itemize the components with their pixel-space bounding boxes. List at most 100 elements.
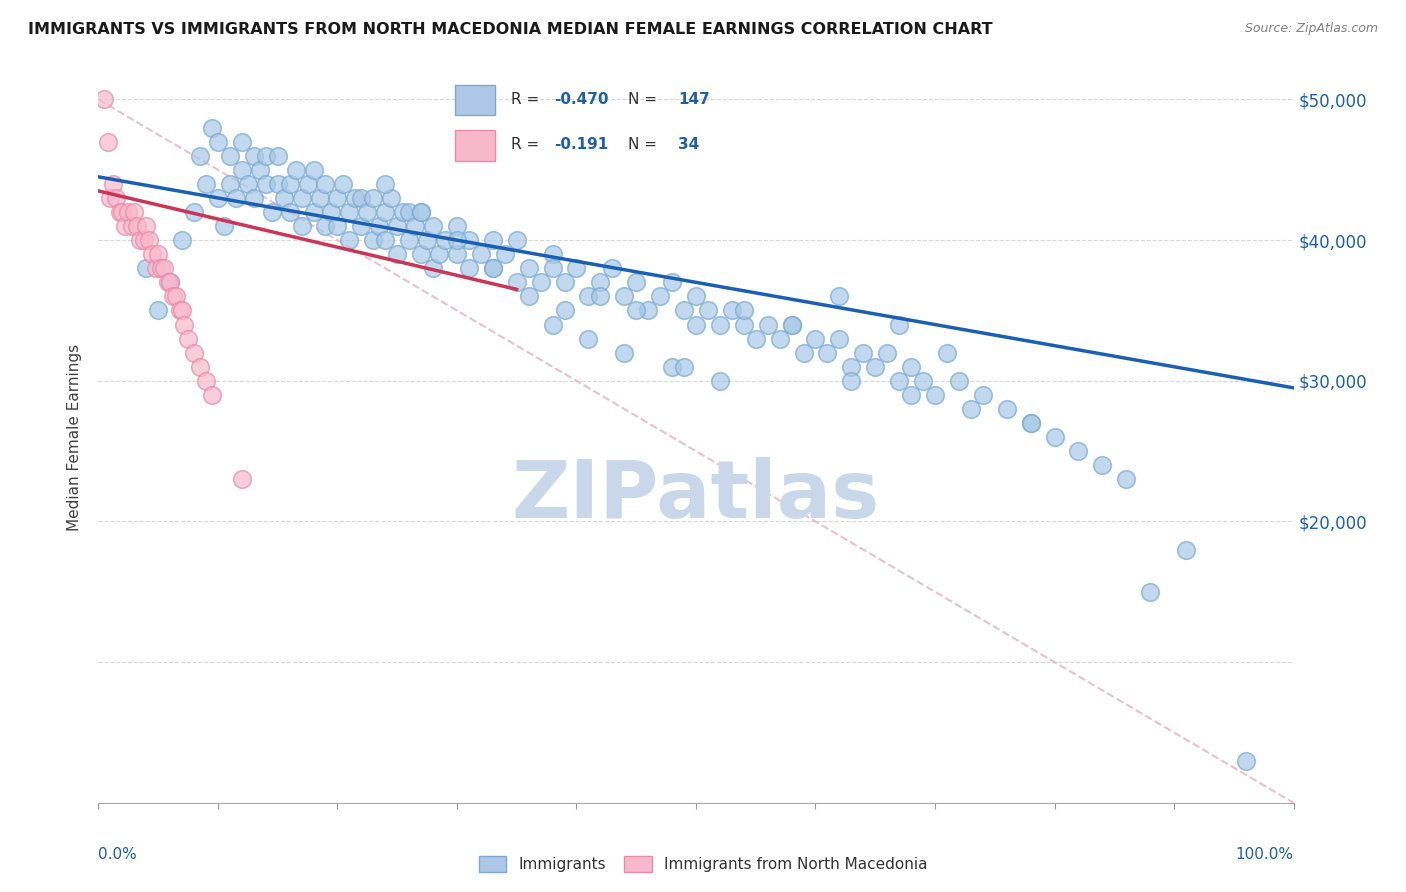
- Point: [374, 205, 396, 219]
- Point: [97, 135, 120, 149]
- Point: [422, 261, 444, 276]
- Point: [231, 472, 253, 486]
- Point: [148, 303, 170, 318]
- Point: [626, 276, 648, 290]
- Point: [768, 332, 790, 346]
- Point: [201, 120, 224, 135]
- Point: [1234, 754, 1257, 768]
- Point: [446, 233, 468, 247]
- Point: [411, 205, 433, 219]
- Point: [481, 261, 505, 276]
- Point: [101, 177, 124, 191]
- Point: [339, 233, 361, 247]
- Point: [159, 276, 181, 290]
- Point: [207, 135, 229, 149]
- Point: [685, 318, 707, 332]
- Point: [195, 177, 218, 191]
- Point: [291, 191, 314, 205]
- Point: [404, 219, 426, 233]
- Point: [626, 303, 648, 318]
- Point: [613, 289, 636, 303]
- Point: [780, 318, 803, 332]
- Point: [212, 219, 235, 233]
- Text: N =: N =: [628, 92, 662, 106]
- Point: [494, 247, 516, 261]
- Point: [995, 401, 1018, 416]
- Point: [385, 247, 409, 261]
- Point: [721, 303, 744, 318]
- Point: [132, 233, 155, 247]
- Point: [297, 177, 319, 191]
- Point: [111, 205, 134, 219]
- Point: [828, 289, 851, 303]
- Point: [165, 289, 187, 303]
- Point: [243, 149, 266, 163]
- Point: [326, 219, 349, 233]
- Text: 0.0%: 0.0%: [98, 847, 138, 862]
- Text: R =: R =: [510, 92, 544, 106]
- Point: [141, 247, 163, 261]
- Point: [363, 233, 385, 247]
- Point: [1091, 458, 1114, 473]
- Point: [852, 345, 875, 359]
- Point: [278, 177, 301, 191]
- Point: [201, 388, 224, 402]
- Point: [685, 289, 707, 303]
- Point: [350, 191, 373, 205]
- Point: [162, 289, 184, 303]
- Point: [416, 233, 439, 247]
- Point: [661, 276, 683, 290]
- Point: [149, 261, 172, 276]
- Text: N =: N =: [628, 136, 662, 152]
- Point: [554, 303, 576, 318]
- Point: [541, 261, 564, 276]
- Point: [1139, 584, 1161, 599]
- Point: [841, 359, 863, 374]
- Point: [195, 374, 218, 388]
- Point: [756, 318, 779, 332]
- Point: [169, 303, 191, 318]
- Point: [117, 205, 139, 219]
- Point: [911, 374, 934, 388]
- Point: [709, 318, 731, 332]
- Point: [172, 303, 194, 318]
- Point: [243, 191, 266, 205]
- Point: [427, 247, 450, 261]
- Point: [541, 247, 564, 261]
- Point: [129, 233, 152, 247]
- Point: [374, 177, 396, 191]
- Point: [291, 219, 314, 233]
- Point: [589, 289, 612, 303]
- Point: [697, 303, 720, 318]
- Point: [458, 233, 481, 247]
- Point: [156, 276, 179, 290]
- Point: [972, 388, 994, 402]
- Point: [554, 276, 576, 290]
- Point: [315, 219, 337, 233]
- Point: [380, 191, 402, 205]
- Point: [960, 401, 983, 416]
- Point: [804, 332, 827, 346]
- Point: [108, 205, 131, 219]
- Point: [302, 162, 325, 177]
- Point: [876, 345, 898, 359]
- Point: [368, 219, 391, 233]
- Text: 34: 34: [678, 136, 699, 152]
- Point: [578, 332, 600, 346]
- Point: [865, 359, 887, 374]
- Point: [948, 374, 970, 388]
- Point: [183, 205, 205, 219]
- Point: [924, 388, 946, 402]
- Point: [278, 205, 301, 219]
- Point: [506, 276, 529, 290]
- Point: [733, 318, 755, 332]
- Point: [183, 345, 205, 359]
- Legend: Immigrants, Immigrants from North Macedonia: Immigrants, Immigrants from North Macedo…: [471, 848, 935, 880]
- Point: [589, 276, 612, 290]
- Point: [124, 205, 146, 219]
- Point: [481, 261, 505, 276]
- Point: [793, 345, 815, 359]
- Y-axis label: Median Female Earnings: Median Female Earnings: [67, 343, 83, 531]
- Point: [517, 289, 540, 303]
- Point: [458, 261, 481, 276]
